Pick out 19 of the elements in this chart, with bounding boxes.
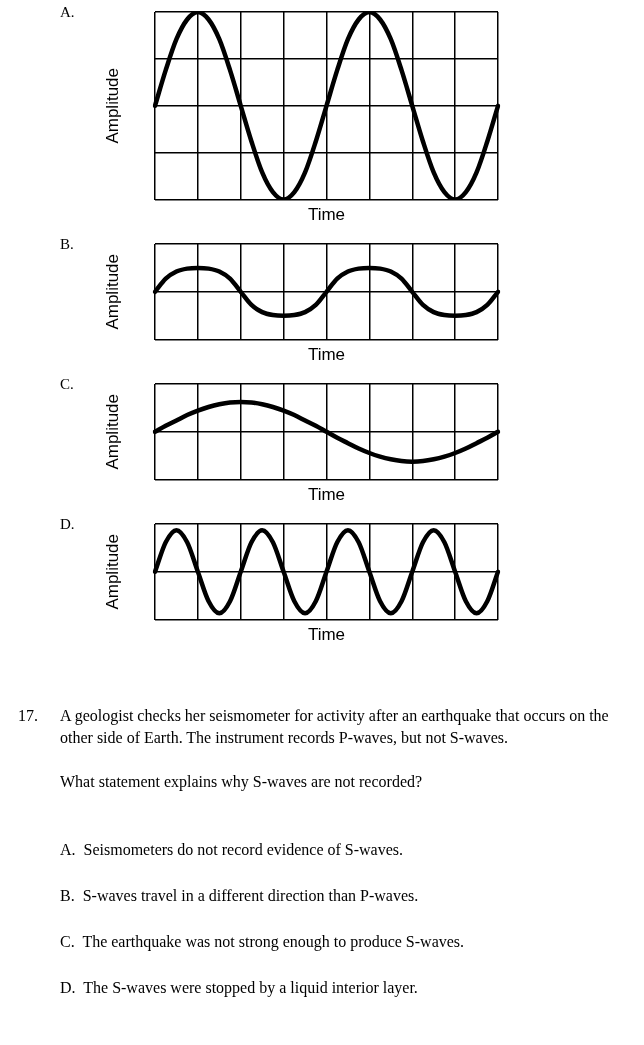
y-axis-title: Amplitude <box>102 394 122 470</box>
text: B. S-waves travel in a different direction than P-waves. <box>60 886 420 906</box>
chart-title: A. <box>60 4 75 21</box>
text: 17. <box>18 706 39 726</box>
chart-title: D. <box>60 516 75 533</box>
x-axis-title: Time <box>307 205 346 225</box>
x-axis-title: Time <box>307 345 346 365</box>
text: D. The S-waves were stopped by a liquid interior layer. <box>60 978 419 999</box>
chart-title: B. <box>60 236 74 253</box>
y-axis-title: Amplitude <box>102 68 122 144</box>
text: A. Seismometers do not record evidence of S-waves. <box>60 840 404 860</box>
text: C. The earthquake was not strong enough to produce S-waves. <box>60 932 466 953</box>
y-axis-title: Amplitude <box>102 534 122 610</box>
x-axis-title: Time <box>307 625 346 645</box>
y-axis-title: Amplitude <box>102 254 122 330</box>
text: What statement explains why S-waves are not recorded? <box>60 772 424 793</box>
x-axis-title: Time <box>307 485 346 505</box>
chart-title: C. <box>60 376 74 393</box>
text: A geologist checks her seismometer for activity after an earthquake that occurs on the other side of Earth. The instrument records P-waves, but not S-waves. <box>60 706 610 748</box>
